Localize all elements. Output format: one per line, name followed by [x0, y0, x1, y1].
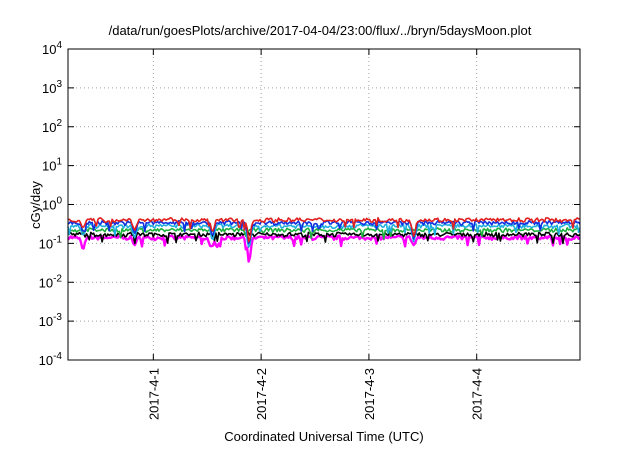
x-tick-label: 2017-4-1	[146, 368, 161, 420]
y-tick-label: 10-1	[39, 234, 63, 251]
y-tick-label: 104	[42, 40, 62, 57]
x-tick-label: 2017-4-2	[254, 368, 269, 420]
y-tick-label: 102	[42, 118, 62, 135]
y-tick-label: 101	[42, 157, 62, 174]
ticks-layer: 10-4 10-3 10-2 10-1 100 101 102 103 104 2017-4-1 2…	[39, 40, 580, 420]
series-line	[67, 234, 581, 263]
y-tick-label: 100	[42, 196, 62, 213]
chart-title: /data/run/goesPlots/archive/2017-04-04/2…	[109, 23, 532, 38]
series-line	[67, 223, 581, 248]
x-tick-label: 2017-4-3	[362, 368, 377, 420]
x-axis-label: Coordinated Universal Time (UTC)	[224, 429, 423, 444]
y-tick-label: 10-2	[39, 273, 63, 290]
series-line	[67, 231, 581, 245]
y-tick-label: 10-4	[39, 351, 63, 368]
series-layer	[67, 217, 581, 263]
y-tick-label: 10-3	[39, 312, 63, 329]
y-axis-label: cGy/day	[28, 181, 43, 229]
series-line	[67, 227, 581, 240]
x-tick-label: 2017-4-4	[470, 368, 485, 420]
y-tick-label: 103	[42, 79, 62, 96]
series-line	[67, 217, 581, 243]
grid-layer	[68, 49, 580, 360]
